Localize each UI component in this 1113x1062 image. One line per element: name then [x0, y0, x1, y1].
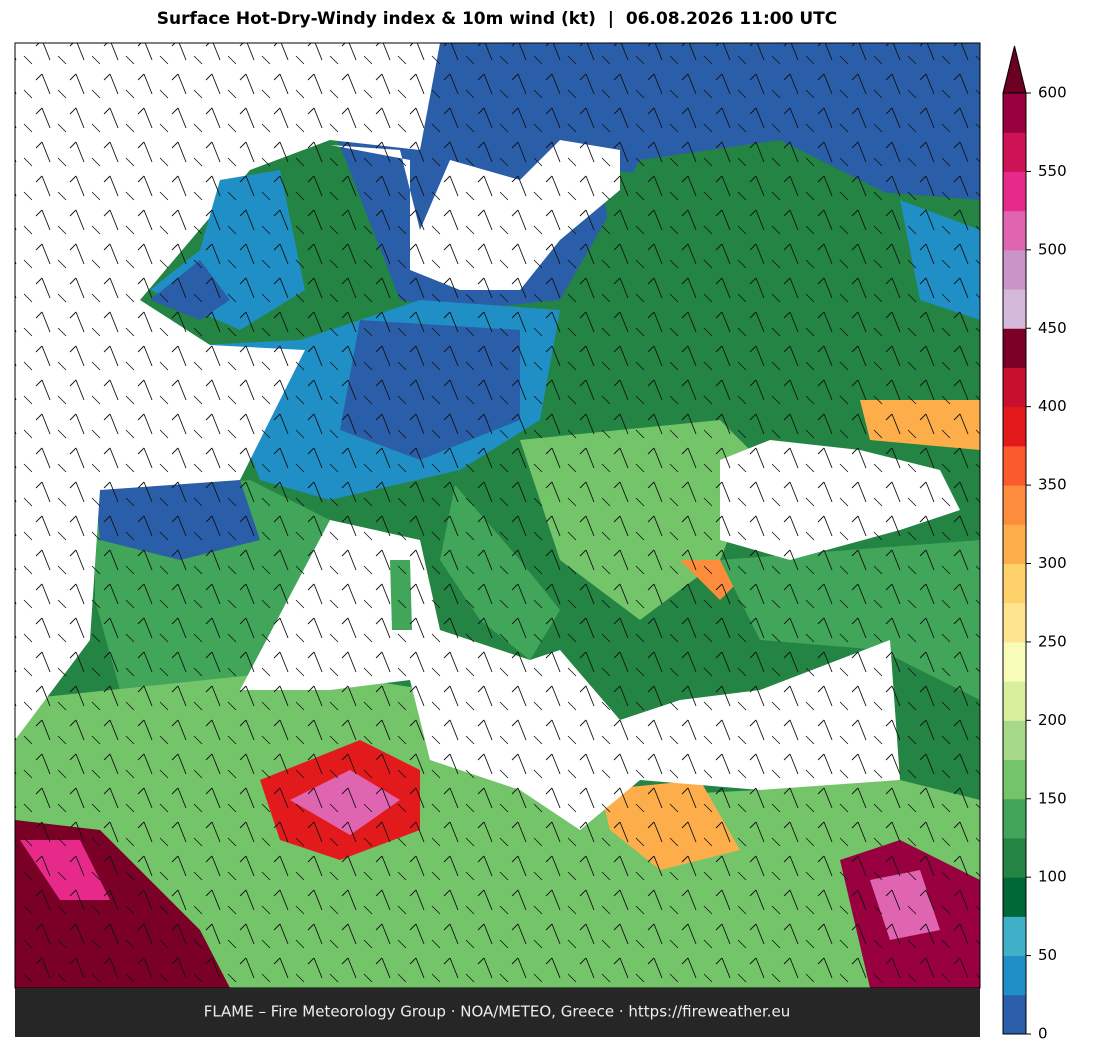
colorbar-tick-label: 300: [1038, 554, 1067, 572]
colorbar-tick-label: 350: [1038, 476, 1067, 494]
colorbar-bin: [1003, 367, 1026, 408]
map: [15, 43, 980, 988]
footer-text: FLAME – Fire Meteorology Group · NOA/MET…: [204, 1003, 791, 1021]
colorbar-bin: [1003, 759, 1026, 800]
colorbar-tick-label: 400: [1038, 397, 1067, 415]
colorbar-extend: [1002, 45, 1027, 94]
colorbar-bin: [1003, 602, 1026, 643]
colorbar-bin: [1003, 641, 1026, 682]
colorbar-bin: [1003, 210, 1026, 251]
colorbar-tick-label: 0: [1038, 1025, 1048, 1043]
colorbar-tick-label: 550: [1038, 162, 1067, 180]
colorbar-bin: [1003, 249, 1026, 290]
colorbar-bin: [1003, 837, 1026, 878]
colorbar-tick-label: 250: [1038, 632, 1067, 650]
colorbar-bin: [1003, 328, 1026, 368]
colorbar-bin: [1003, 406, 1026, 447]
colorbar-tick-label: 200: [1038, 711, 1067, 729]
colorbar-bin: [1003, 955, 1026, 996]
map-title: Surface Hot-Dry-Windy index & 10m wind (…: [157, 9, 837, 29]
colorbar-bin: [1003, 93, 1026, 133]
colorbar-bin: [1003, 798, 1026, 839]
colorbar-bin: [1003, 720, 1026, 761]
colorbar-tick-label: 500: [1038, 240, 1067, 258]
colorbar-bin: [1003, 132, 1026, 172]
colorbar-tick-label: 600: [1038, 84, 1067, 102]
colorbar-bin: [1003, 563, 1026, 604]
footer-bar: [15, 988, 980, 1037]
colorbar-bin: [1003, 524, 1026, 564]
colorbar-tick-label: 100: [1038, 868, 1067, 886]
colorbar-tick-label: 150: [1038, 789, 1067, 807]
colorbar-tick-label: 450: [1038, 319, 1067, 337]
colorbar-bin: [1003, 171, 1026, 212]
colorbar-bin: [1003, 485, 1026, 525]
colorbar-bin: [1003, 994, 1026, 1035]
colorbar-bin: [1003, 681, 1026, 721]
colorbar: 0 50 100 150 200 250 300 350 400 450 500 550 600: [1002, 45, 1067, 1043]
colorbar-bin: [1003, 877, 1026, 917]
colorbar-bin: [1003, 289, 1026, 329]
colorbar-bin: [1003, 445, 1026, 486]
colorbar-bin: [1003, 916, 1026, 957]
colorbar-tick-label: 50: [1038, 946, 1057, 964]
